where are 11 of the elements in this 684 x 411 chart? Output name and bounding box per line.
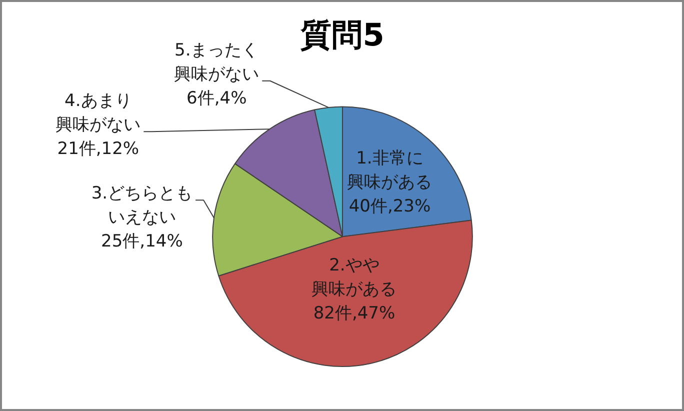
data-label: 21件,12% <box>57 139 140 160</box>
data-label: 40件,23% <box>348 196 431 216</box>
slice-label: 4.あまり興味がない <box>56 91 141 136</box>
slice-label: 5.まったく興味がない <box>174 40 260 84</box>
data-label: 25件,14% <box>101 232 183 252</box>
data-label: 82件,47% <box>313 303 396 324</box>
slice-label: 3.どちらともいえない <box>91 184 193 228</box>
slice-label: 2.やや興味がある <box>312 255 397 300</box>
chart-title: 質問5 <box>300 18 384 54</box>
data-label: 6件,4% <box>186 88 247 108</box>
slice-label: 1.非常に興味がある <box>347 148 432 192</box>
